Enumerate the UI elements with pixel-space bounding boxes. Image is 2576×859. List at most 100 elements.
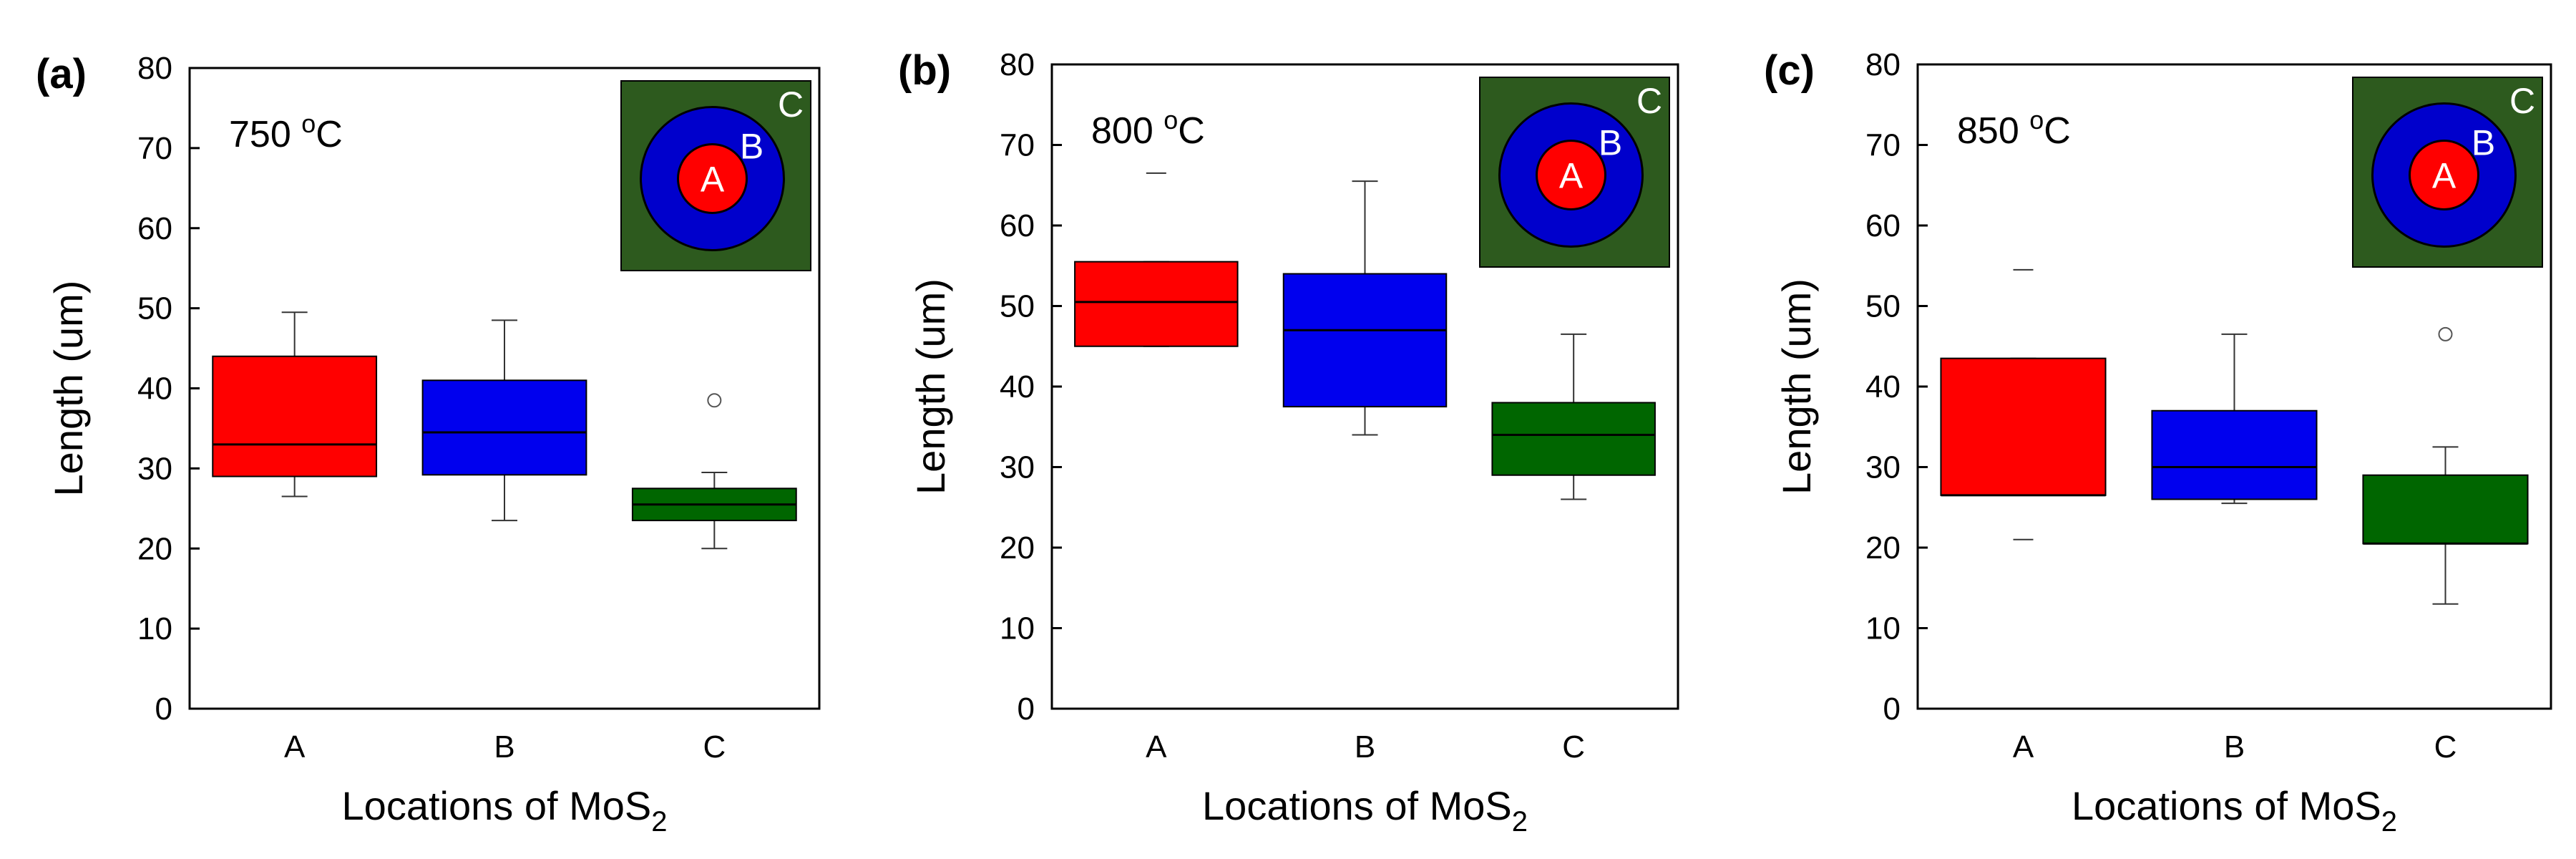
x-tick-label: B — [494, 729, 514, 765]
x-axis-label: Locations of MoS2 — [1202, 783, 1528, 838]
temperature-value: 750 — [229, 114, 301, 155]
box-A — [212, 311, 378, 498]
box-B — [2151, 333, 2318, 505]
x-axis-label: Locations of MoS2 — [342, 783, 668, 838]
temperature-label: 850 oC — [1957, 105, 2071, 152]
inset-region-a — [677, 143, 748, 214]
x-axis-label-main: Locations of MoS — [342, 783, 652, 828]
x-tick-label: A — [1146, 729, 1167, 765]
y-axis-label: Length (um) — [908, 278, 953, 495]
y-tick-label: 30 — [137, 451, 172, 486]
box-body — [2151, 409, 2318, 500]
box-body — [212, 355, 378, 477]
inset-label-b: B — [2472, 123, 2495, 163]
box-C — [1491, 333, 1656, 500]
degree-symbol: o — [1163, 105, 1178, 135]
y-tick-label: 50 — [1865, 289, 1901, 324]
inset-label-b: B — [740, 127, 763, 167]
inset-region-a — [2409, 140, 2479, 210]
y-tick-label: 70 — [1865, 128, 1901, 163]
box-body — [1940, 357, 2107, 496]
y-tick-label: 60 — [1865, 208, 1901, 243]
x-tick-label: B — [2224, 729, 2245, 765]
y-axis-label: Length (um) — [46, 281, 91, 497]
box-body — [1074, 261, 1239, 347]
y-tick-label: 80 — [137, 51, 172, 86]
y-tick-label: 0 — [1018, 691, 1035, 727]
y-tick-label: 0 — [155, 691, 172, 727]
box-B — [421, 319, 587, 522]
box-body — [421, 379, 587, 476]
temperature-label: 750 oC — [229, 109, 343, 155]
inset-region-a — [1536, 140, 1606, 210]
x-tick-label: B — [1355, 729, 1375, 765]
y-tick-label: 30 — [1865, 450, 1901, 485]
box-C — [631, 393, 797, 550]
y-tick-label: 60 — [137, 211, 172, 246]
y-tick-label: 10 — [1865, 611, 1901, 646]
inset-label-a: A — [1559, 156, 1584, 196]
y-tick-label: 50 — [137, 291, 172, 326]
x-axis-label-main: Locations of MoS — [2072, 783, 2381, 828]
degree-symbol: o — [2029, 105, 2044, 135]
x-axis-label-subscript: 2 — [1512, 806, 1528, 838]
temperature-label: 800 oC — [1091, 105, 1205, 152]
y-tick-label: 70 — [1000, 128, 1035, 163]
outlier-point — [707, 393, 722, 408]
box-A — [1940, 268, 2107, 540]
y-tick-label: 80 — [1000, 47, 1035, 82]
y-axis-label: Length (um) — [1774, 278, 1819, 495]
temperature-value: 850 — [1957, 110, 2029, 152]
panel-label: (c) — [1764, 47, 1815, 94]
inset-label-a: A — [2432, 156, 2457, 196]
box-C — [2362, 326, 2529, 605]
y-tick-label: 20 — [137, 531, 172, 566]
y-tick-label: 60 — [1000, 208, 1035, 243]
inset-label-c: C — [1636, 81, 1662, 121]
inset-schematic: ABC — [1479, 77, 1670, 268]
x-axis-label-subscript: 2 — [651, 806, 667, 838]
temperature-unit: C — [2044, 110, 2071, 152]
box-body — [1282, 273, 1448, 408]
inset-schematic: ABC — [2352, 77, 2543, 268]
y-tick-label: 10 — [137, 611, 172, 646]
x-tick-label: A — [2013, 729, 2034, 765]
y-tick-label: 50 — [1000, 289, 1035, 324]
x-tick-label: A — [284, 729, 306, 765]
panel-label: (b) — [898, 47, 951, 94]
box-B — [1282, 180, 1448, 436]
x-tick-label: C — [1562, 729, 1585, 765]
temperature-unit: C — [316, 114, 343, 155]
y-tick-label: 80 — [1865, 47, 1901, 82]
panel-label: (a) — [36, 51, 87, 97]
x-axis-label-subscript: 2 — [2381, 806, 2397, 838]
x-axis-label: Locations of MoS2 — [2072, 783, 2397, 838]
x-tick-label: C — [703, 729, 726, 765]
box-body — [2362, 474, 2529, 545]
y-tick-label: 30 — [1000, 450, 1035, 485]
box-A — [1074, 172, 1239, 347]
x-tick-label: C — [2434, 729, 2457, 765]
y-tick-label: 70 — [137, 131, 172, 166]
y-tick-label: 40 — [137, 372, 172, 407]
temperature-value: 800 — [1091, 110, 1163, 152]
y-tick-label: 10 — [1000, 611, 1035, 646]
inset-schematic: ABC — [620, 80, 811, 271]
y-tick-label: 40 — [1000, 369, 1035, 404]
y-tick-label: 20 — [1000, 530, 1035, 566]
inset-label-b: B — [1599, 123, 1622, 163]
inset-label-c: C — [778, 84, 804, 125]
y-tick-label: 40 — [1865, 369, 1901, 404]
y-tick-label: 20 — [1865, 530, 1901, 566]
x-axis-label-main: Locations of MoS — [1202, 783, 1512, 828]
inset-label-c: C — [2509, 81, 2535, 121]
temperature-unit: C — [1178, 110, 1205, 152]
outlier-point — [2438, 326, 2453, 341]
inset-label-a: A — [701, 160, 725, 200]
box-body — [1491, 402, 1656, 476]
y-tick-label: 0 — [1883, 691, 1901, 727]
